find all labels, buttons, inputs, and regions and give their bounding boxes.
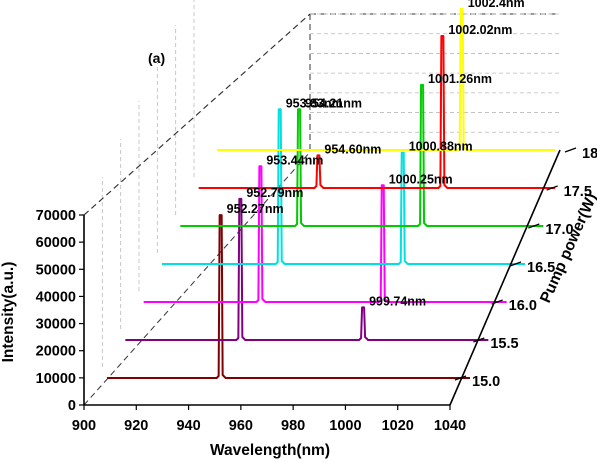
z-axis-line bbox=[449, 149, 561, 406]
panel-label: (a) bbox=[148, 50, 165, 66]
top-edge bbox=[83, 13, 311, 216]
x-tick-label: 1040 bbox=[434, 418, 466, 434]
x-tick-label: 980 bbox=[281, 418, 305, 434]
z-tick bbox=[454, 375, 467, 381]
peak-label: 1001.26nm bbox=[428, 72, 492, 86]
y-tick-label: 30000 bbox=[36, 317, 76, 333]
z-tick-label: 15.0 bbox=[472, 374, 500, 390]
y-tick-label: 40000 bbox=[36, 289, 76, 305]
series-line-15.5 bbox=[125, 197, 489, 341]
peak-label: 1002.4nm bbox=[468, 0, 525, 10]
y-tick-label: 10000 bbox=[36, 371, 76, 387]
x-tick-label: 940 bbox=[176, 418, 200, 434]
x-axis-title: Wavelength(nm) bbox=[210, 442, 330, 459]
z-tick-label: 18.0 bbox=[582, 146, 597, 162]
peak-label: 999.74nm bbox=[369, 294, 426, 308]
peak-label: 1002.02nm bbox=[448, 23, 512, 37]
z-tick-label: 17.0 bbox=[545, 222, 573, 238]
y-tick-label: 20000 bbox=[36, 344, 76, 360]
y-tick-label: 0 bbox=[68, 398, 76, 414]
peak-label: 954.21nm bbox=[305, 96, 362, 110]
spectra-series bbox=[107, 7, 555, 379]
x-tick-label: 900 bbox=[72, 418, 96, 434]
y-axis-title: Intensity(a.u.) bbox=[0, 262, 17, 363]
peak-label: 1000.25nm bbox=[389, 172, 453, 186]
y-tick-label: 70000 bbox=[36, 208, 76, 224]
x-tick-label: 960 bbox=[229, 418, 253, 434]
series-line-17.5 bbox=[198, 35, 555, 189]
peak-label: 953.83nm bbox=[286, 96, 343, 110]
z-tick-label: 15.5 bbox=[490, 336, 518, 352]
series-line-17.0 bbox=[180, 83, 544, 227]
series-line-18.0 bbox=[217, 7, 555, 151]
peak-label: 952.27nm bbox=[227, 202, 284, 216]
z-tick bbox=[528, 223, 540, 229]
series-line-15.0 bbox=[107, 214, 470, 379]
z-tick-label: 17.5 bbox=[564, 184, 592, 200]
z-tick-label: 16.0 bbox=[509, 298, 537, 314]
y-tick-label: 50000 bbox=[36, 262, 76, 278]
peak-label: 952.79nm bbox=[246, 186, 303, 200]
z-axis-title: Pump power(W) bbox=[537, 191, 597, 306]
x-tick-label: 1020 bbox=[382, 418, 414, 434]
z-tick-label: 16.5 bbox=[527, 260, 555, 276]
peak-label: 954.60nm bbox=[324, 142, 381, 156]
z-tick bbox=[564, 147, 577, 153]
z-tick bbox=[546, 185, 558, 191]
series-line-16.0 bbox=[143, 165, 507, 303]
axes: 15.0 15.5 16.0 16.5 17.0 17.5 18.0 900 920 940 960… bbox=[36, 13, 597, 434]
z-tick bbox=[509, 261, 522, 267]
x-tick-label: 920 bbox=[124, 418, 148, 434]
x-tick-label: 1000 bbox=[329, 418, 361, 434]
y-tick-label: 60000 bbox=[36, 235, 76, 251]
peak-label: 1000.88nm bbox=[409, 140, 473, 154]
peak-label: 953.44nm bbox=[266, 153, 323, 167]
floor-edge bbox=[83, 151, 311, 406]
series-line-16.5 bbox=[162, 108, 525, 265]
peak-labels: 952.27nm 952.79nm 999.74nm 953.44nm 1000.25n… bbox=[227, 0, 525, 308]
